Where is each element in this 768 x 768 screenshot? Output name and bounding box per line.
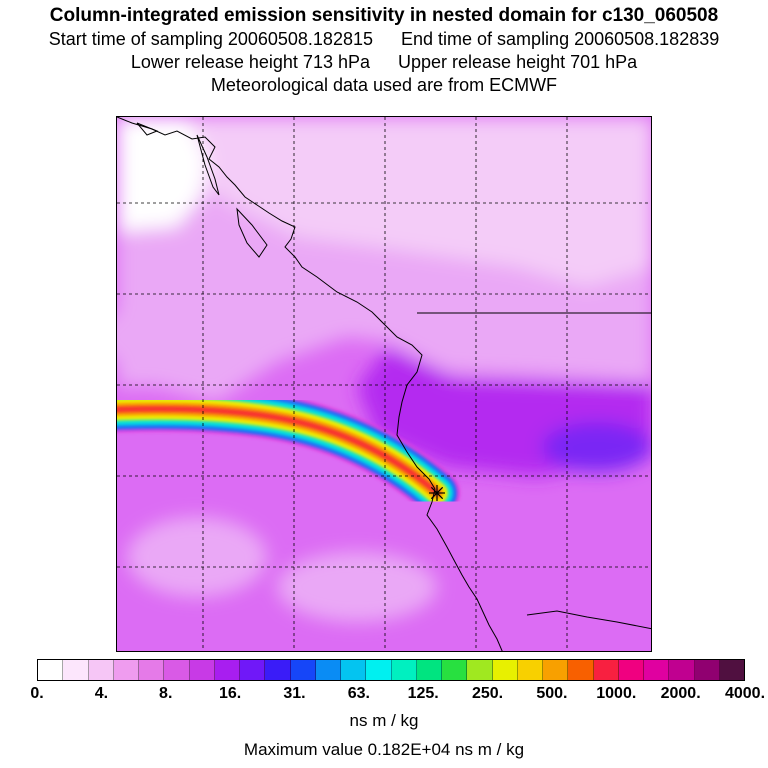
- pale-sensitivity-region: [177, 117, 651, 287]
- start-time-label: Start time of sampling 20060508.182815: [48, 29, 373, 49]
- legend-swatch: [139, 660, 165, 680]
- legend-swatch: [467, 660, 493, 680]
- legend-tick-label: 125.: [407, 685, 439, 702]
- legend-swatch: [214, 660, 240, 680]
- legend-tick-label: 500.: [536, 685, 568, 702]
- legend-swatch: [644, 660, 670, 680]
- legend-swatch: [719, 660, 744, 680]
- legend-swatch: [416, 660, 442, 680]
- legend-tick-label: 63.: [347, 685, 370, 702]
- island-2: [236, 207, 268, 258]
- legend-swatch: [240, 660, 266, 680]
- legend-swatch: [113, 660, 139, 680]
- light-w-region: [117, 302, 217, 372]
- legend-swatch: [164, 660, 190, 680]
- map-canvas: [117, 117, 651, 651]
- release-heights: Lower release height 713 hPa Upper releas…: [0, 51, 768, 74]
- legend-swatch: [543, 660, 569, 680]
- legend-swatch: [669, 660, 695, 680]
- sensitivity-map: [116, 116, 652, 652]
- coastline: [117, 117, 651, 651]
- legend-tick-label: 4000.: [724, 685, 766, 702]
- upper-height-label: Upper release height 701 hPa: [398, 52, 638, 72]
- plume-band-6: [117, 405, 440, 496]
- legend-swatch: [88, 660, 114, 680]
- legend-swatch: [189, 660, 215, 680]
- star-marker: [429, 485, 445, 501]
- legend-tick-label: 1000.: [596, 685, 637, 702]
- field-shading: [117, 117, 651, 622]
- legend-swatch: [391, 660, 417, 680]
- lower-height-label: Lower release height 713 hPa: [130, 52, 370, 72]
- inland-boundary-2: [526, 610, 651, 630]
- legend-swatch: [694, 660, 720, 680]
- sampling-times: Start time of sampling 20060508.182815 En…: [0, 28, 768, 51]
- legend-tick-label: 4.: [94, 685, 109, 702]
- island-1: [196, 134, 220, 196]
- coastline-south: [426, 488, 503, 651]
- plot-title: Column-integrated emission sensitivity i…: [49, 5, 719, 26]
- legend-swatch: [568, 660, 594, 680]
- light-s-region: [277, 552, 437, 622]
- light-sw-region: [127, 517, 267, 597]
- title-block: Column-integrated emission sensitivity i…: [0, 4, 768, 97]
- max-value-label: Maximum value 0.182E+04 ns m / kg: [243, 740, 525, 759]
- legend-swatch: [341, 660, 367, 680]
- legend-swatch: [38, 660, 64, 680]
- legend-swatch: [593, 660, 619, 680]
- color-legend-bar: [37, 659, 745, 681]
- legend-swatch: [315, 660, 341, 680]
- legend-tick-label: 16.: [218, 685, 242, 702]
- legend-swatch: [265, 660, 291, 680]
- blue-region: [542, 422, 651, 472]
- legend-swatch: [618, 660, 644, 680]
- legend-swatch: [492, 660, 518, 680]
- legend-tick-label: 2000.: [660, 685, 701, 702]
- legend-swatch: [63, 660, 89, 680]
- legend-tick-label: 8.: [159, 685, 173, 702]
- legend-swatch: [517, 660, 543, 680]
- island-3: [136, 122, 159, 136]
- legend-tick-label: 0.: [30, 685, 44, 702]
- coastline-north: [117, 117, 436, 490]
- met-data-label: Meteorological data used are from ECMWF: [210, 75, 558, 95]
- end-time-label: End time of sampling 20060508.182839: [401, 29, 720, 49]
- emission-plume: [117, 385, 460, 516]
- grid-lines: [117, 117, 651, 651]
- legend-tick-label: 250.: [471, 685, 504, 702]
- star-ray: [430, 486, 444, 500]
- units-label: ns m / kg: [349, 711, 419, 730]
- legend-tick-label: 31.: [283, 685, 306, 702]
- legend-swatch: [366, 660, 392, 680]
- legend-swatch: [442, 660, 468, 680]
- legend-swatch: [290, 660, 316, 680]
